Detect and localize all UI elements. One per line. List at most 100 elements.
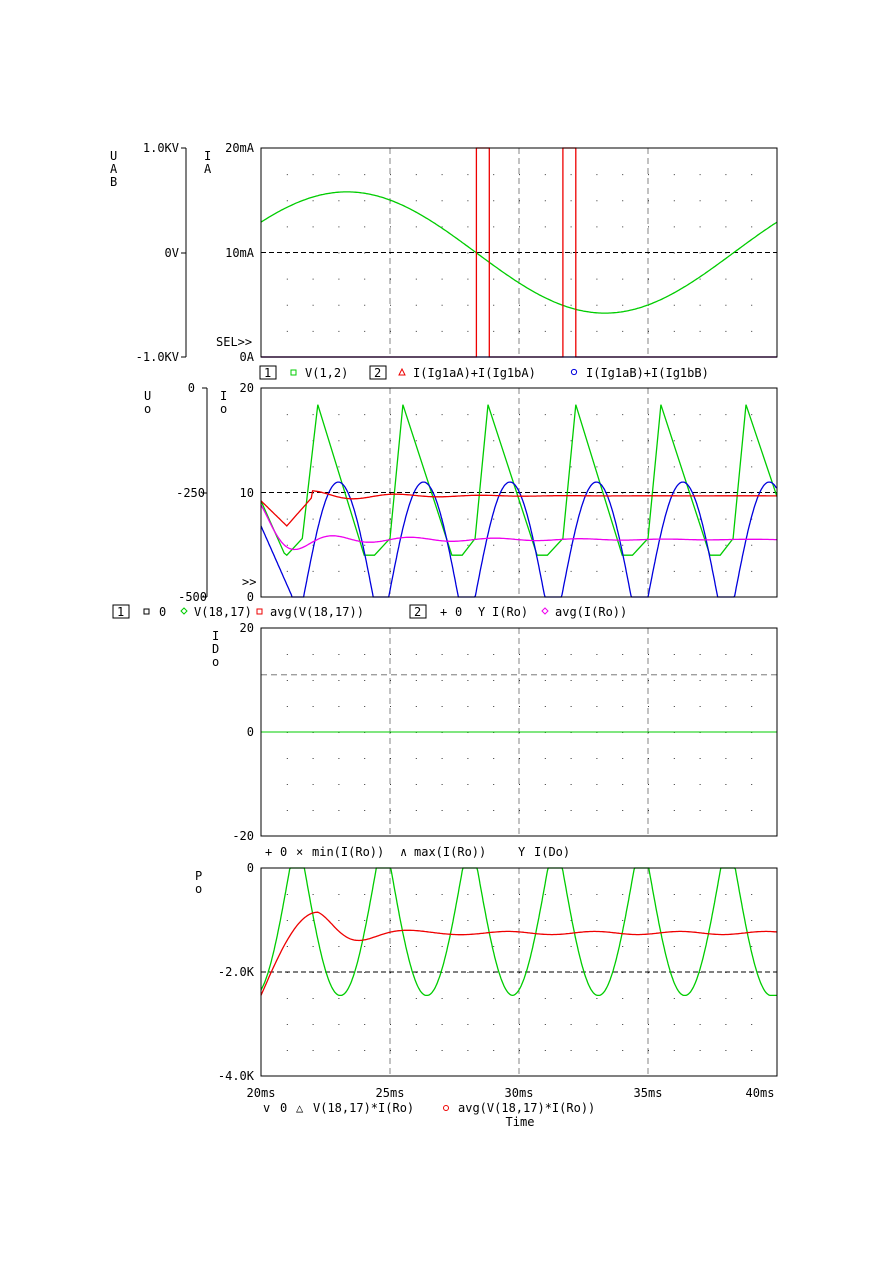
p4-frame [260,867,778,1077]
grid-dot [544,654,546,655]
grid-dot [493,304,495,306]
grid-dot [390,226,391,228]
grid-dot [519,226,520,228]
grid-dot [622,330,624,332]
x-tick-20: 20ms [247,1086,276,1100]
grid-dot [441,466,443,468]
grid-dot [699,278,701,280]
grid-dot [338,1050,340,1051]
grid-dot [570,440,572,442]
grid-dot [519,894,520,895]
grid-dot [544,894,546,895]
grid-dot [648,440,649,442]
grid-dot [312,1050,314,1051]
grid-dot [519,414,520,416]
grid-dot [364,680,366,681]
grid-dot [467,972,469,973]
grid-dot [364,758,366,759]
grid-dot [312,278,314,280]
grid-dot [648,946,649,947]
grid-dot [673,174,675,176]
x-tick-30: 30ms [505,1086,534,1100]
grid-dot [751,920,753,921]
p1-frame [260,147,778,358]
grid-dot [673,1050,675,1051]
grid-dot [441,544,443,546]
grid-dot [415,570,417,572]
grid-dot [622,810,624,811]
grid-dot [699,946,701,947]
grid-dot [312,920,314,921]
grid-dot [467,998,469,999]
grid-dot [441,252,443,254]
p3-label-3: o [212,655,219,669]
grid-dot [622,414,624,416]
p2-legend-iro: I(Ro) [492,605,528,619]
grid-dot [286,1050,288,1051]
grid-dot [570,946,572,947]
grid-dot [673,654,675,655]
grid-dot [622,304,624,306]
grid-dot [725,330,727,332]
grid-dot [673,998,675,999]
p4-legend-avgp: avg(V(18,17)*I(Ro)) [458,1101,595,1115]
grid-dot [364,174,366,176]
grid-dot [493,466,495,468]
grid-dot [751,330,753,332]
p2-left-tick-mid: -250 [176,486,205,500]
grid-dot [596,1024,598,1025]
grid-dot [467,440,469,442]
grid-dot [519,784,520,785]
p4-legend-power: V(18,17)*I(Ro) [313,1101,414,1115]
grid-dot [725,544,727,546]
p2-legend-y: Y [478,605,486,619]
grid-dot [519,278,520,280]
grid-dot [725,784,727,785]
grid-dot [699,226,701,228]
grid-dot [544,998,546,999]
grid-dot [570,758,572,759]
grid-dot [441,1050,443,1051]
grid-dot [648,226,649,228]
grid-dot [467,174,469,176]
grid-dot [725,1024,727,1025]
grid-dot [699,570,701,572]
grid-dot [519,544,520,546]
grid-dot [441,810,443,811]
p3-frame [260,627,778,837]
p2-legend-box2: 2 [414,605,421,619]
p2-legend-v1817: V(18,17) [194,605,252,619]
grid-dot [751,946,753,947]
grid-dot [751,466,753,468]
grid-dot [493,174,495,176]
grid-dot [338,440,340,442]
grid-dot [648,784,649,785]
grid-dot [725,200,727,202]
grid-dot [699,680,701,681]
grid-dot [493,758,495,759]
grid-dot [699,252,701,254]
grid-dot [364,998,366,999]
grid-dot [622,784,624,785]
grid-dot [493,784,495,785]
grid-dot [364,304,366,306]
grid-dot [286,174,288,176]
grid-dot [364,414,366,416]
grid-dot [751,518,753,520]
grid-dot [725,226,727,228]
grid-dot [390,706,391,707]
grid-dot [467,680,469,681]
grid-dot [699,440,701,442]
series-iro [260,481,778,598]
grid-dot [390,784,391,785]
grid-dot [570,570,572,572]
grid-dot [751,1024,753,1025]
grid-dot [596,972,598,973]
p3-legend-min: min(I(Ro)) [312,845,384,859]
grid-dot [648,894,649,895]
grid-dot [286,946,288,947]
grid-dot [751,894,753,895]
grid-dot [699,174,701,176]
grid-dot [312,518,314,520]
p1-sel-marker: SEL>> [216,335,252,349]
